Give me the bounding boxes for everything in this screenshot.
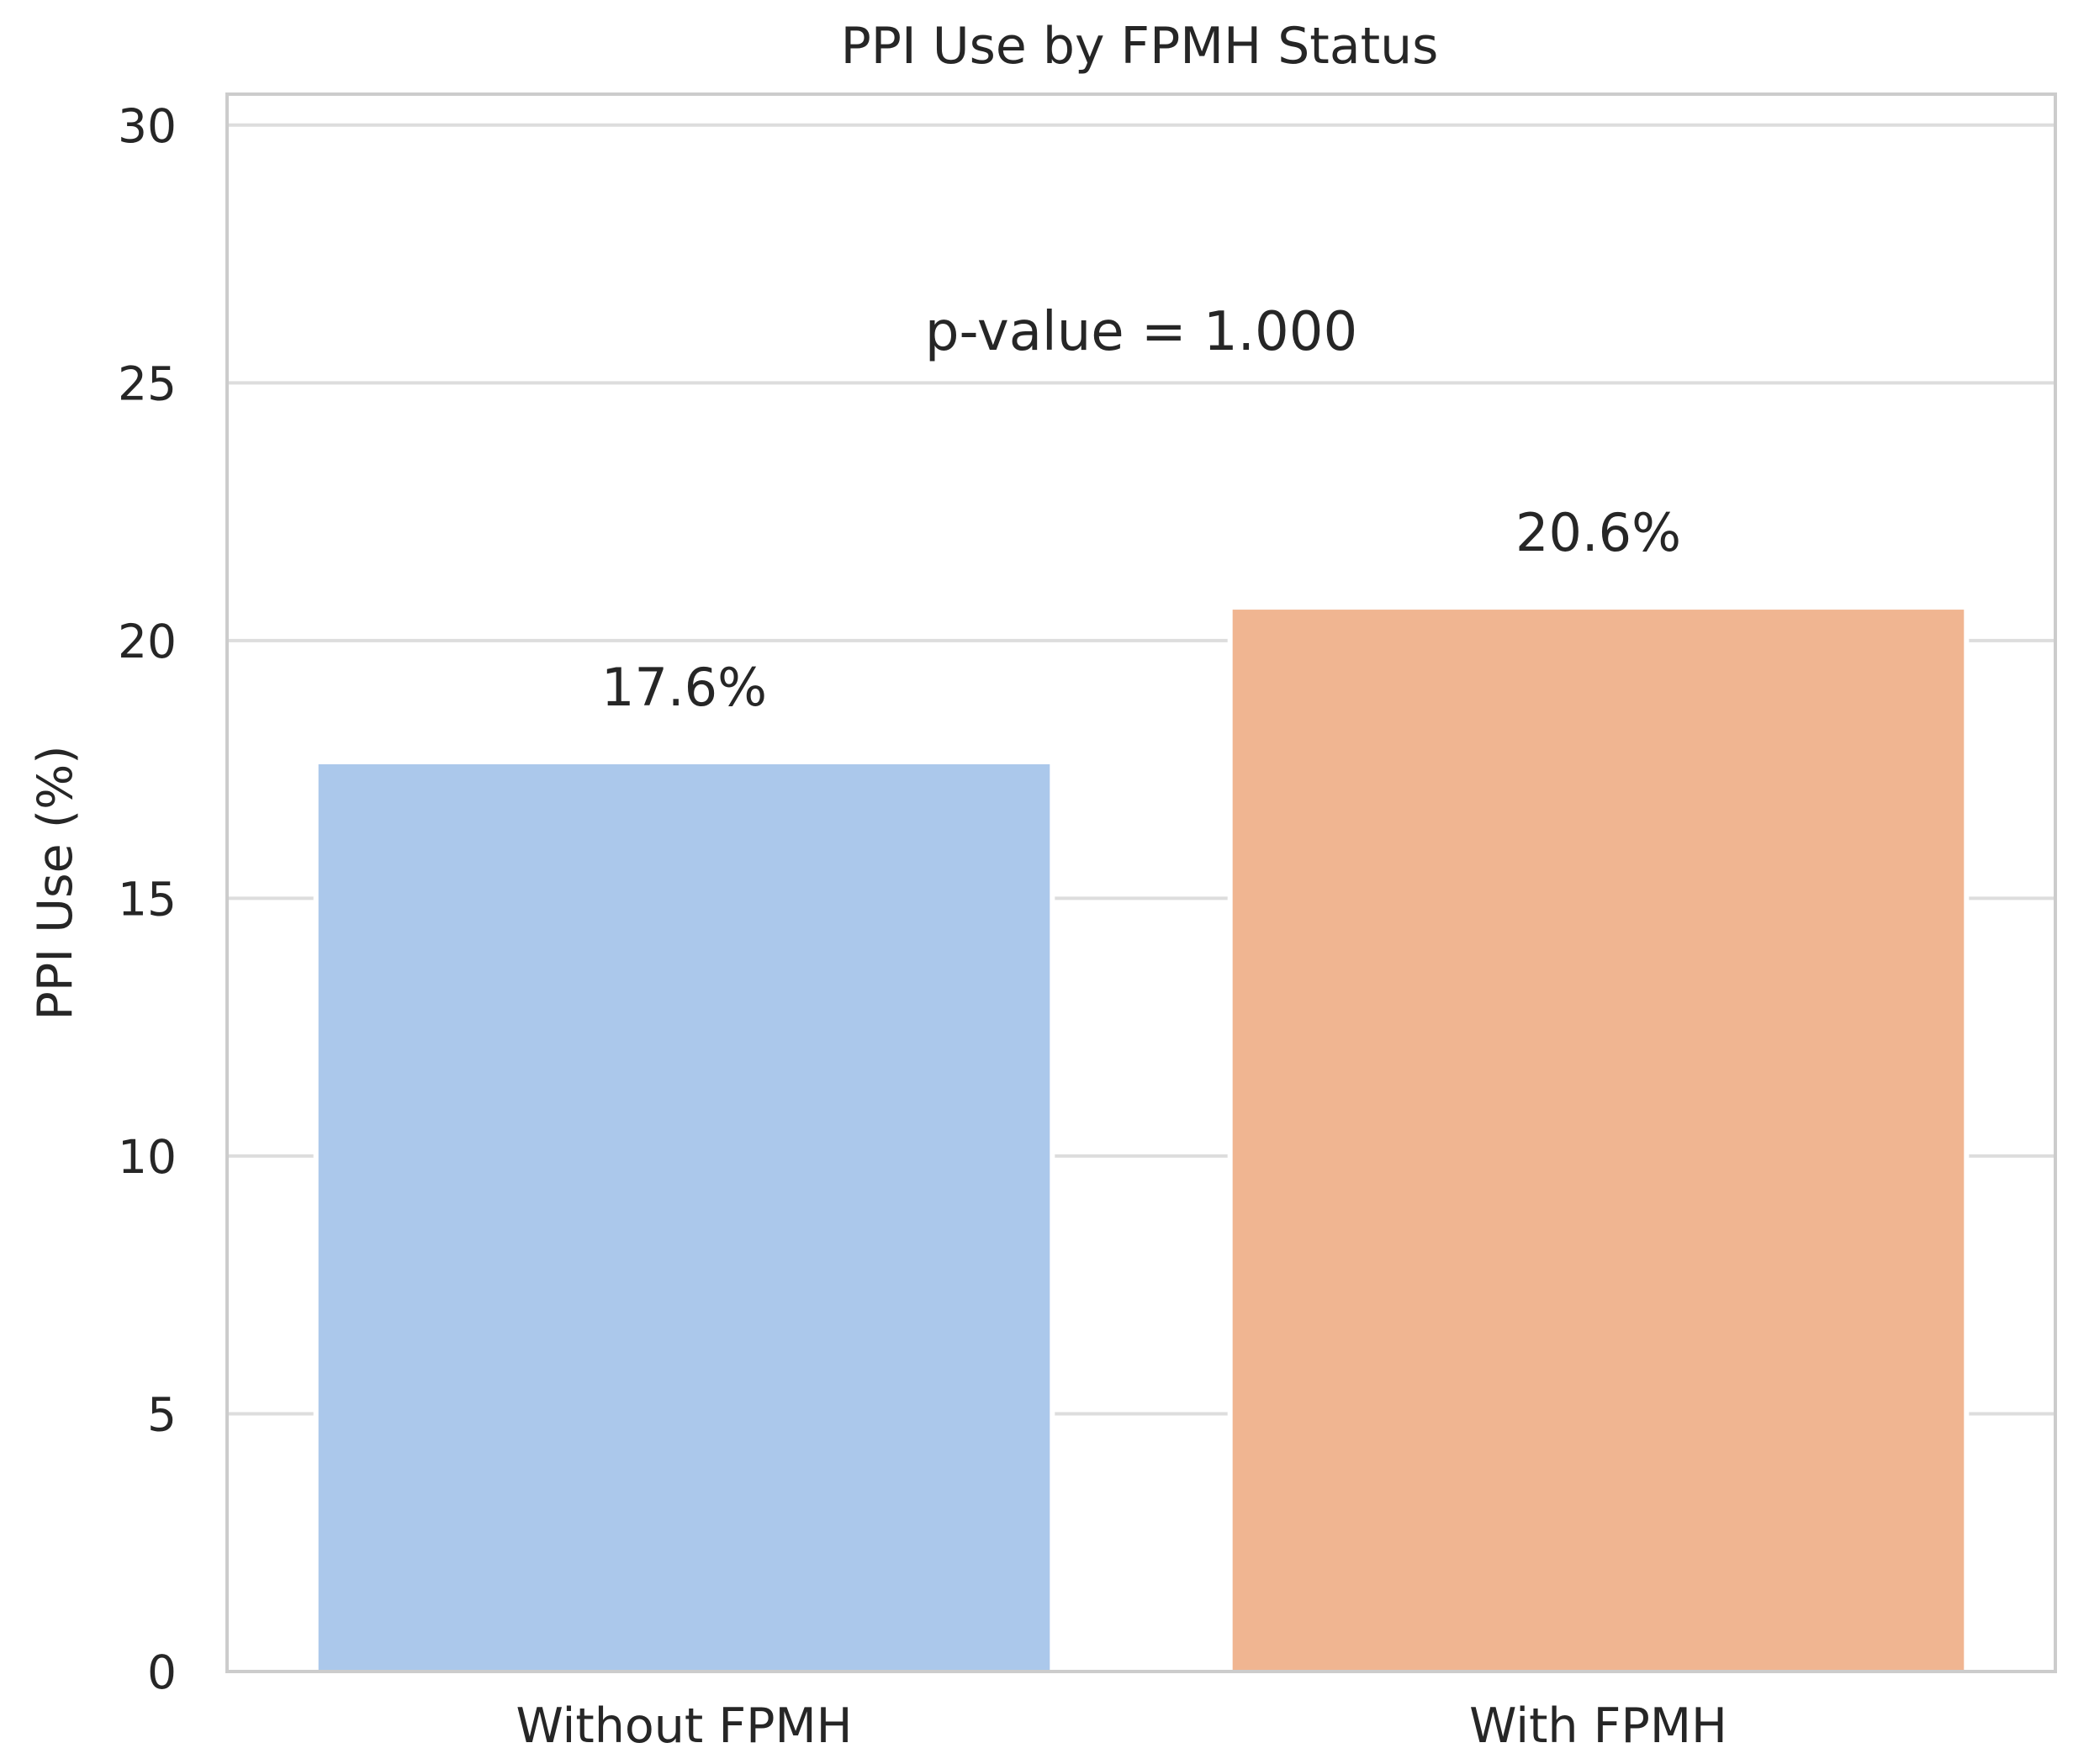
x-tick-labels: Without FPMH With FPMH (516, 1698, 1727, 1754)
y-tick-label-20: 20 (118, 615, 177, 668)
bar-2 (1232, 610, 1965, 1672)
y-axis-label: PPI Use (%) (28, 746, 83, 1021)
bar-value-label-1: 17.6% (601, 657, 767, 718)
bar-value-labels: 17.6% 20.6% (601, 502, 1681, 718)
bar-1 (318, 763, 1050, 1672)
y-tick-label-30: 30 (118, 99, 177, 153)
bar-value-label-2: 20.6% (1515, 502, 1681, 563)
plot-frame (225, 92, 2057, 1673)
y-tick-label-5: 5 (147, 1387, 177, 1441)
bars (313, 605, 1970, 1672)
y-tick-label-25: 25 (118, 356, 177, 410)
x-tick-label-2: With FPMH (1469, 1698, 1727, 1754)
y-tick-labels: 0 5 10 15 20 25 30 (118, 99, 177, 1699)
y-tick-label-10: 10 (118, 1130, 177, 1184)
y-tick-label-15: 15 (118, 872, 177, 926)
p-value-annotation: p-value = 1.000 (925, 301, 1357, 363)
chart-title: PPI Use by FPMH Status (841, 17, 1439, 76)
y-tick-label-0: 0 (147, 1645, 177, 1699)
x-tick-label-1: Without FPMH (516, 1698, 852, 1754)
